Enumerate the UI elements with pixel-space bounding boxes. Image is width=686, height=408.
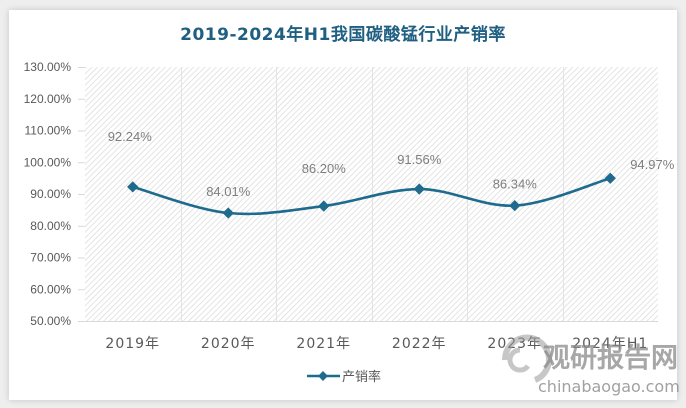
- series-line-chanxiaolv: [132, 176, 611, 216]
- legend-diamond-icon: [318, 371, 328, 381]
- x-tick-label: 2024年H1: [572, 336, 648, 352]
- data-label: 92.24%: [108, 129, 153, 144]
- watermark: 观研报告网 chinabaogao.com: [501, 334, 680, 396]
- x-axis: 2019年 2020年 2021年 2022年 2023年 2024年H1: [105, 336, 648, 352]
- y-axis: 130.00% 120.00% 110.00% 100.00% 90.00% 80.00%…: [24, 60, 85, 328]
- series-markers: [127, 172, 616, 219]
- diamond-marker-icon: [222, 207, 234, 219]
- y-tick-label: 120.00%: [24, 92, 72, 106]
- data-label: 86.34%: [493, 177, 538, 192]
- x-tick-label: 2019年: [105, 336, 160, 352]
- diamond-marker-icon: [127, 181, 139, 193]
- y-tick-label: 60.00%: [30, 282, 71, 296]
- y-tick-label: 70.00%: [30, 251, 71, 265]
- y-tick-label: 80.00%: [30, 219, 71, 233]
- data-label: 91.56%: [397, 152, 442, 167]
- x-tick-label: 2020年: [201, 336, 256, 352]
- x-tick-label: 2021年: [296, 336, 351, 352]
- y-tick-label: 100.00%: [24, 155, 72, 169]
- y-tick-label: 90.00%: [30, 187, 71, 201]
- diamond-marker-icon: [604, 172, 616, 184]
- x-tick-label: 2022年: [392, 336, 447, 352]
- diamond-marker-icon: [318, 200, 330, 212]
- watermark-url: chinabaogao.com: [538, 377, 680, 396]
- legend-label: 产销率: [342, 369, 381, 385]
- watermark-logo-icon: [501, 334, 552, 383]
- plot-area: [85, 67, 658, 321]
- data-label: 94.97%: [630, 157, 675, 172]
- chart-title: 2019-2024年H1我国碳酸锰行业产销率: [180, 25, 506, 45]
- data-label: 84.01%: [206, 184, 251, 199]
- y-tick-label: 50.00%: [30, 314, 71, 328]
- y-tick-label: 130.00%: [24, 60, 72, 74]
- watermark-cn: 观研报告网: [543, 343, 678, 374]
- legend: 产销率: [307, 369, 381, 385]
- data-label: 86.20%: [302, 161, 347, 176]
- diamond-marker-icon: [509, 199, 521, 212]
- y-tick-label: 110.00%: [25, 124, 72, 138]
- data-labels: 92.24% 84.01% 86.20% 91.56% 86.34% 94.97%: [108, 129, 675, 199]
- diamond-marker-icon: [413, 183, 425, 195]
